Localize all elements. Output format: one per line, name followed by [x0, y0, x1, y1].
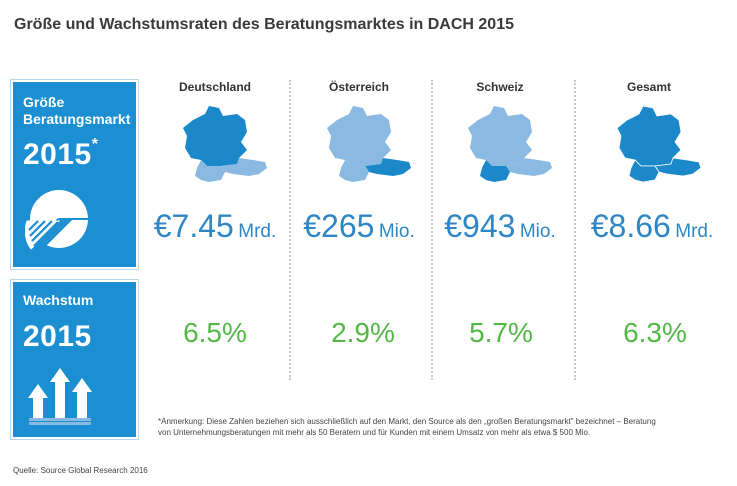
- source-note: Quelle: Source Global Research 2016: [13, 466, 148, 475]
- map-gesamt-icon: [616, 105, 702, 183]
- growth-gesamt: 6.3%: [623, 317, 687, 348]
- growth-label: Wachstum: [23, 292, 94, 308]
- country-name-oesterreich: Österreich: [328, 80, 390, 94]
- page-title: Größe und Wachstumsraten des Beratungsma…: [14, 16, 514, 33]
- column-divider: [574, 80, 576, 380]
- growth-year: 2015: [23, 320, 92, 353]
- growth-deutschland: 6.5%: [183, 317, 247, 348]
- amount-schweiz: €943 Mio.: [444, 208, 556, 244]
- footnote: *Anmerkung: Diese Zahlen beziehen sich a…: [158, 417, 656, 437]
- column-divider: [431, 80, 433, 380]
- amount-gesamt: €8.66 Mrd.: [590, 208, 714, 244]
- amount-deutschland: €7.45 Mrd.: [153, 208, 277, 244]
- pie-chart-icon: [25, 190, 88, 250]
- market-size-year: 2015*: [23, 136, 99, 171]
- market-size-panel: Größe Beratungsmarkt 2015*: [13, 82, 136, 267]
- amount-oesterreich: €265 Mio.: [303, 208, 415, 244]
- growth-panel: Wachstum 2015: [13, 282, 136, 437]
- growth-oesterreich: 2.9%: [331, 317, 395, 348]
- country-name-schweiz: Schweiz: [476, 80, 524, 94]
- map-schweiz-icon: [468, 106, 552, 182]
- column-divider: [289, 80, 291, 380]
- country-name-gesamt: Gesamt: [626, 80, 672, 94]
- map-oesterreich-icon: [327, 106, 411, 182]
- growth-schweiz: 5.7%: [469, 317, 533, 348]
- map-deutschland-icon: [183, 106, 267, 182]
- market-size-label: Größe Beratungsmarkt: [23, 94, 131, 127]
- country-name-deutschland: Deutschland: [178, 80, 251, 94]
- growth-arrows-icon: [28, 368, 92, 425]
